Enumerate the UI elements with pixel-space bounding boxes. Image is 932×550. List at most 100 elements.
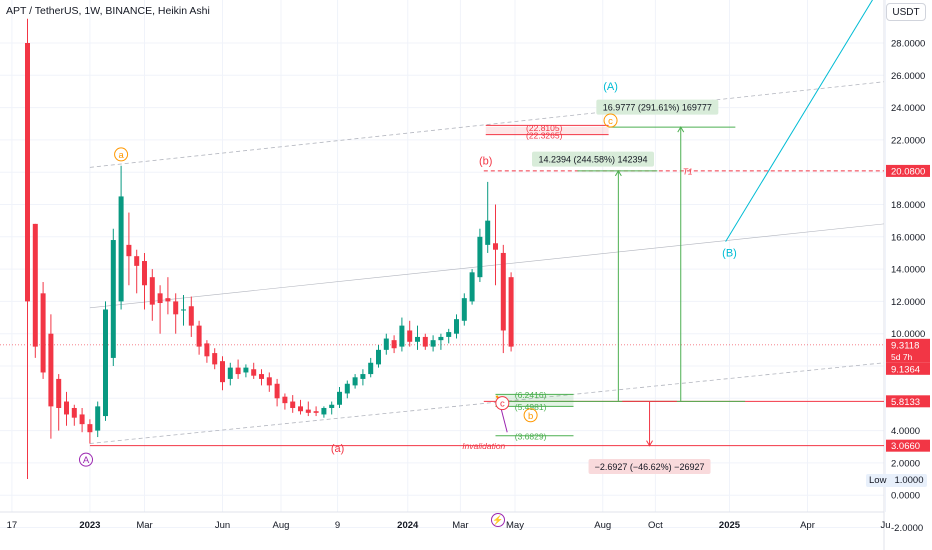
y-tick-label: 16.0000 xyxy=(891,232,925,243)
zone-label: (6.2416) xyxy=(515,390,547,400)
candle xyxy=(399,317,405,352)
candle-body xyxy=(126,244,132,257)
x-tick-label: 9 xyxy=(335,520,340,531)
measure-box xyxy=(596,99,719,115)
candle-body xyxy=(259,374,264,379)
candle-body xyxy=(71,407,77,418)
candle xyxy=(313,406,319,417)
candle xyxy=(469,269,475,305)
candle xyxy=(454,314,459,339)
zone-label: (5.4981) xyxy=(515,402,547,412)
candle xyxy=(220,356,225,391)
y-tick-label: 2.0000 xyxy=(891,458,920,469)
candle xyxy=(298,399,303,415)
invalidation-label: Invalidation xyxy=(462,441,505,451)
candle xyxy=(407,320,413,347)
y-tick-label: 26.0000 xyxy=(891,71,925,82)
y-tick-label: 22.0000 xyxy=(891,135,925,146)
candle xyxy=(243,364,249,378)
candle xyxy=(508,272,514,352)
candle-body xyxy=(344,383,350,394)
candle-body xyxy=(290,401,296,408)
candle xyxy=(40,282,46,379)
currency-button[interactable]: USDT xyxy=(886,3,926,21)
candle xyxy=(196,320,202,355)
x-tick-label: Aug xyxy=(273,520,290,531)
candle xyxy=(126,212,132,286)
wave-label: A xyxy=(83,455,90,466)
candle xyxy=(79,407,85,433)
measure-box xyxy=(588,458,711,474)
candle xyxy=(266,372,272,392)
low-marker: Low 1.0000 xyxy=(866,474,927,487)
candle xyxy=(110,228,116,366)
candle-body xyxy=(79,414,85,425)
measurements: 16.9777 (291.61%) 169777 14.2394 (244.58%… xyxy=(532,99,736,474)
candle-body xyxy=(204,343,210,357)
candle-body xyxy=(422,336,428,347)
wave-labels: a Ac b c (A) (B) (b) (a) xyxy=(79,81,737,467)
zone-label: (22.8105) xyxy=(526,123,563,133)
price-tag xyxy=(886,164,930,177)
candle-body xyxy=(415,336,420,342)
candle xyxy=(181,294,186,326)
candle-body xyxy=(383,338,389,350)
candle-body xyxy=(118,196,124,302)
trendlines xyxy=(89,0,885,444)
candle-body xyxy=(500,252,506,331)
y-tick-label: 4.0000 xyxy=(891,426,920,437)
candle xyxy=(461,293,467,326)
candle xyxy=(64,391,69,426)
candle-body xyxy=(134,256,140,266)
x-tick-label: 2023 xyxy=(79,520,100,531)
arrow-head xyxy=(646,440,653,447)
x-tick-label: Ju xyxy=(880,520,890,531)
candle xyxy=(149,269,155,321)
chart-title: APT / TetherUS, 1W, BINANCE, Heikin Ashi xyxy=(6,5,210,17)
candles xyxy=(25,18,514,480)
candle-body xyxy=(407,330,413,342)
candle-body xyxy=(493,243,498,250)
candle xyxy=(344,380,350,399)
projection-line xyxy=(725,0,874,242)
candle-body xyxy=(220,361,225,383)
candle-body xyxy=(212,353,218,365)
candle xyxy=(188,296,194,337)
zone-fill xyxy=(485,126,609,135)
measure-box xyxy=(532,151,654,167)
candle xyxy=(142,252,147,310)
y-tick-label: 18.0000 xyxy=(891,200,925,211)
lightning-icon[interactable]: ⚡ xyxy=(491,513,505,527)
candle-body xyxy=(235,367,241,375)
candle xyxy=(290,395,296,413)
x-tick-label: May xyxy=(506,520,524,531)
y-tick-label: -2.0000 xyxy=(891,523,923,534)
candle xyxy=(103,301,108,421)
candle xyxy=(446,328,452,344)
price-tag-label: 3.0660 xyxy=(891,441,920,452)
price-tag xyxy=(886,338,930,363)
candle-body xyxy=(56,378,62,408)
candle-body xyxy=(95,406,101,431)
y-tick-label: 10.0000 xyxy=(891,329,925,340)
candle-body xyxy=(438,336,444,341)
candle xyxy=(329,401,335,415)
candle-body xyxy=(243,367,249,373)
candle xyxy=(368,357,374,378)
candle-body xyxy=(368,362,374,375)
wave-circle xyxy=(114,147,129,162)
candle xyxy=(321,406,327,418)
price-tag xyxy=(886,362,930,375)
x-tick-label: Aug xyxy=(594,520,611,531)
wave-label: b xyxy=(528,411,533,422)
candle xyxy=(134,249,140,294)
x-tick-label: Mar xyxy=(136,520,152,531)
y-tick-label: 14.0000 xyxy=(891,265,925,276)
candle-body xyxy=(266,377,272,386)
x-tick-label: Oct xyxy=(648,520,663,531)
grid xyxy=(0,0,886,528)
candle xyxy=(251,362,257,379)
purple-pointer xyxy=(500,409,508,433)
price-tag-label: 9.1364 xyxy=(891,364,920,375)
